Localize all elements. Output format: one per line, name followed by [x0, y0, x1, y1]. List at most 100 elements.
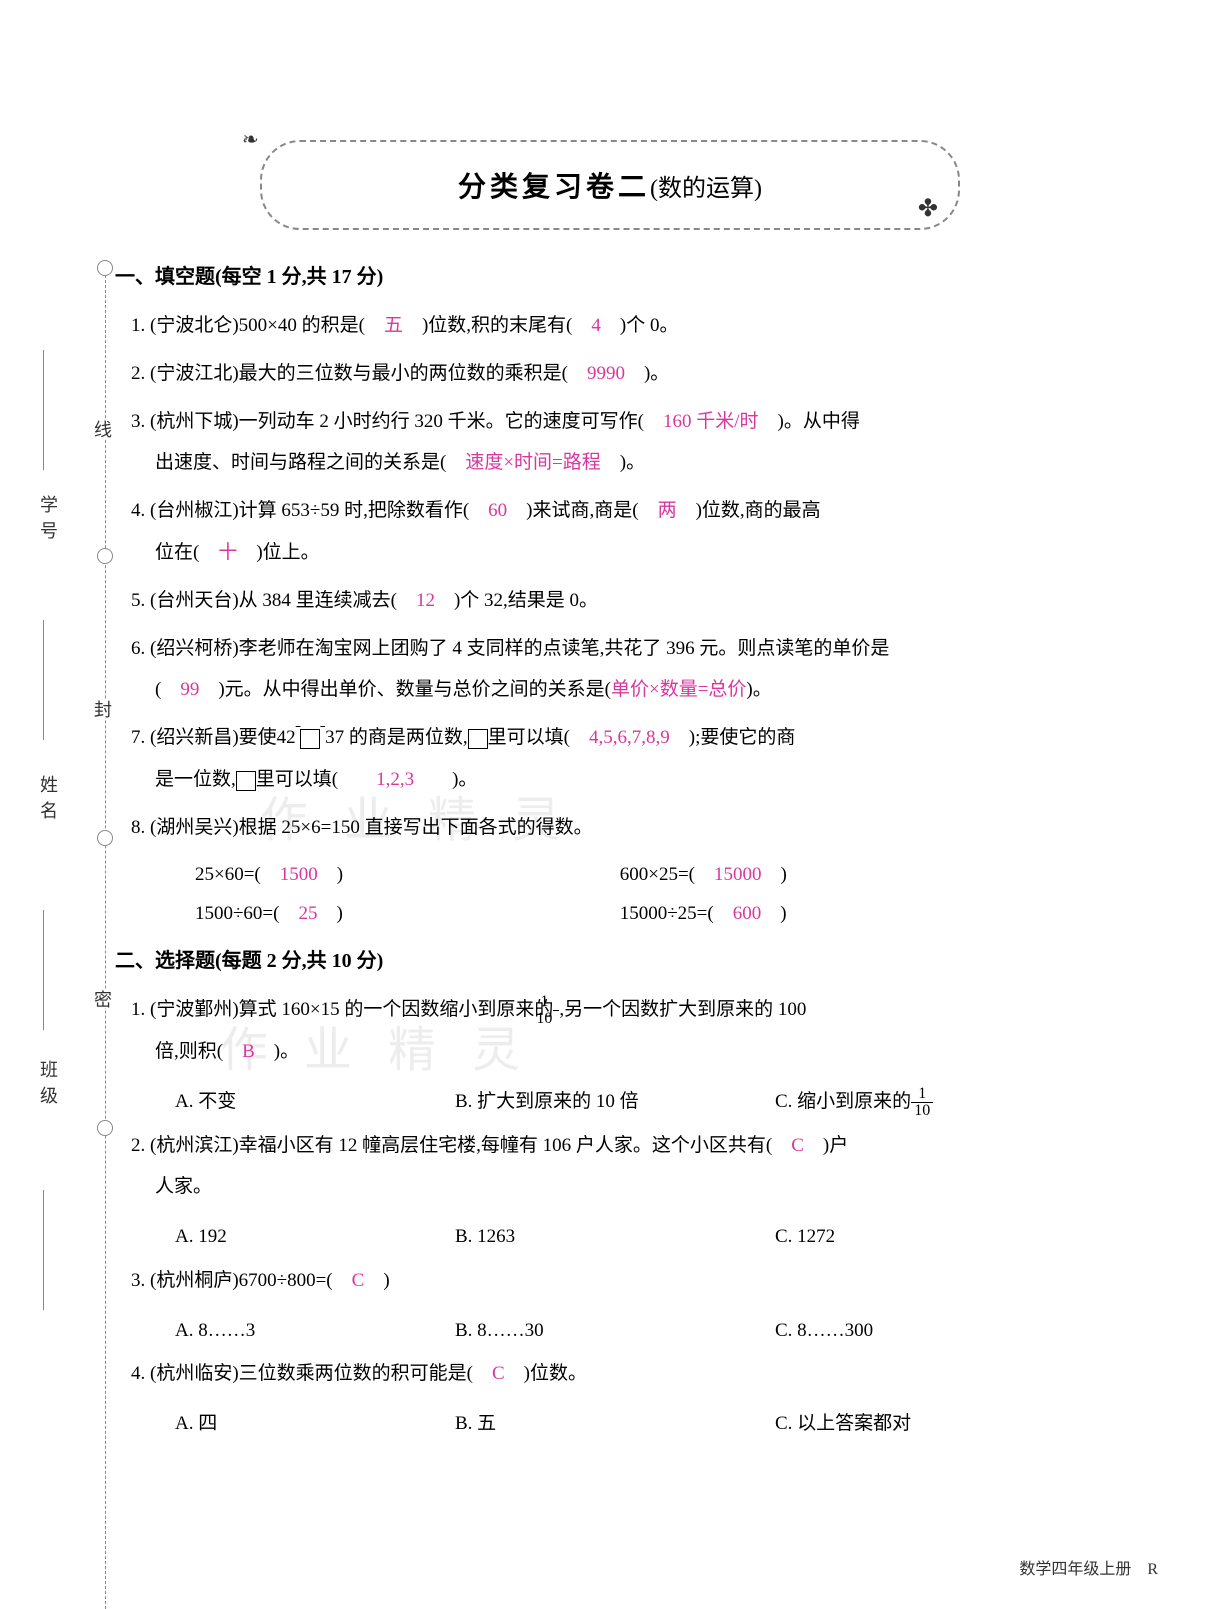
s1-q8-header: 8. (湖州吴兴)根据 25×6=150 直接写出下面各式的得数。 — [115, 807, 1158, 849]
box-icon — [236, 771, 256, 791]
q-text: 位在( — [155, 542, 218, 563]
content-area: 一、填空题(每空 1 分,共 17 分) 1. (宁波北仑)500×40 的积是… — [115, 260, 1158, 1447]
s2-q1-choices: A. 不变 B. 扩大到原来的 10 倍 C. 缩小到原来的110 — [115, 1079, 1158, 1125]
choice-b: B. 8……30 — [455, 1308, 775, 1354]
choice-b: B. 五 — [455, 1401, 775, 1447]
q-text: 2. (杭州滨江)幸福小区有 12 幢高层住宅楼,每幢有 106 户人家。这个小… — [131, 1135, 791, 1156]
answer: 12 — [416, 590, 435, 611]
answer: 600 — [733, 903, 762, 924]
q-text: )。从中得 — [759, 411, 860, 432]
answer: 单价×数量=总价 — [611, 679, 746, 700]
margin-label-banji: 班级 — [35, 1060, 61, 1112]
expr-end: ) — [761, 903, 786, 924]
expr: 1500÷60=( — [195, 903, 298, 924]
q-text: )。 — [255, 1041, 299, 1062]
expr: 600×25=( — [620, 864, 714, 885]
s2-q2-choices: A. 192 B. 1263 C. 1272 — [115, 1214, 1158, 1260]
choice-a: A. 8……3 — [175, 1308, 455, 1354]
binding-circle — [97, 830, 113, 846]
answer: 1,2,3 — [376, 769, 414, 790]
s1-q1: 1. (宁波北仑)500×40 的积是( 五 )位数,积的末尾有( 4 )个 0… — [115, 305, 1158, 347]
binding-circle — [97, 548, 113, 564]
q-text: 3. (杭州下城)一列动车 2 小时约行 320 千米。它的速度可写作( — [131, 411, 663, 432]
q-text: ,另一个因数扩大到原来的 100 — [559, 999, 806, 1020]
section1-header: 一、填空题(每空 1 分,共 17 分) — [115, 260, 1158, 289]
choice-a: A. 四 — [175, 1401, 455, 1447]
choice-b: B. 扩大到原来的 10 倍 — [455, 1079, 775, 1125]
margin-line — [43, 620, 44, 740]
s1-q7: 7. (绍兴新昌)要使42 37 的商是两位数,里可以填( 4,5,6,7,8,… — [115, 717, 1158, 801]
choice-c: C. 1272 — [775, 1214, 1075, 1260]
q-text: );要使它的商 — [670, 727, 796, 748]
q-text: 4. (台州椒江)计算 653÷59 时,把除数看作( — [131, 500, 488, 521]
fraction-icon: 110 — [911, 1086, 933, 1119]
answer: C — [791, 1135, 804, 1156]
s1-q6: 6. (绍兴柯桥)李老师在淘宝网上团购了 4 支同样的点读笔,共花了 396 元… — [115, 628, 1158, 712]
title-main: 分类复习卷二 — [458, 172, 650, 203]
choice-c: C. 8……300 — [775, 1308, 1075, 1354]
expr-end: ) — [762, 864, 787, 885]
q-text: )元。从中得出单价、数量与总价之间的关系是( — [199, 679, 611, 700]
box-icon — [468, 729, 488, 749]
q-text: )户 — [804, 1135, 848, 1156]
binding-line — [105, 260, 107, 1609]
answer: 4 — [591, 315, 601, 336]
answer: 160 千米/时 — [663, 411, 759, 432]
s2-q2: 2. (杭州滨江)幸福小区有 12 幢高层住宅楼,每幢有 106 户人家。这个小… — [115, 1125, 1158, 1209]
q-text: 4. (杭州临安)三位数乘两位数的积可能是( — [131, 1363, 492, 1384]
q-text: )个 0。 — [601, 315, 679, 336]
q-text: )来试商,商是( — [507, 500, 657, 521]
q-text: ) — [364, 1270, 389, 1291]
q-text: 37 的商是两位数, — [325, 727, 468, 748]
q-text: 里可以填( — [488, 727, 589, 748]
q-text: 是一位数, — [155, 769, 236, 790]
page-footer: 数学四年级上册 R — [1019, 1555, 1158, 1579]
choice-c: C. 缩小到原来的110 — [775, 1079, 1075, 1125]
box-icon — [300, 729, 320, 749]
binding-label-1: 线 — [95, 420, 115, 438]
margin-line — [43, 350, 44, 470]
binding-circle — [97, 1120, 113, 1136]
q-text: )。 — [414, 769, 477, 790]
q-text: )。 — [601, 452, 645, 473]
q-text: 倍,则积( — [155, 1041, 242, 1062]
margin-line — [43, 1190, 44, 1310]
answer: 五 — [384, 315, 403, 336]
q-text: 出速度、时间与路程之间的关系是( — [155, 452, 465, 473]
answer: 速度×时间=路程 — [465, 452, 600, 473]
answer: B — [242, 1041, 255, 1062]
expr: 25×60=( — [195, 864, 280, 885]
choice-c-text: C. 缩小到原来的 — [775, 1079, 911, 1125]
s1-q2: 2. (宁波江北)最大的三位数与最小的两位数的乘积是( 9990 )。 — [115, 353, 1158, 395]
q-text: )位数。 — [505, 1363, 587, 1384]
q-text: )。 — [746, 679, 771, 700]
answer: 9990 — [587, 363, 625, 384]
q-text: )位数,积的末尾有( — [403, 315, 591, 336]
q-text: 5. (台州天台)从 384 里连续减去( — [131, 590, 416, 611]
answer: 两 — [658, 500, 677, 521]
q-text: ( — [155, 679, 180, 700]
binding-label-3: 密 — [95, 990, 115, 1008]
section2-header: 二、选择题(每题 2 分,共 10 分) — [115, 944, 1158, 973]
q-text: )个 32,结果是 0。 — [435, 590, 598, 611]
s1-q3: 3. (杭州下城)一列动车 2 小时约行 320 千米。它的速度可写作( 160… — [115, 401, 1158, 485]
s2-q3-choices: A. 8……3 B. 8……30 C. 8……300 — [115, 1308, 1158, 1354]
expr-end: ) — [318, 864, 343, 885]
answer: C — [352, 1270, 365, 1291]
margin-label-xingming: 姓名 — [35, 775, 61, 827]
s1-q8-row1: 25×60=( 1500 ) 600×25=( 15000 ) — [115, 855, 1158, 895]
margin-line — [43, 910, 44, 1030]
q-text: 6. (绍兴柯桥)李老师在淘宝网上团购了 4 支同样的点读笔,共花了 396 元… — [131, 638, 889, 659]
choice-a: A. 192 — [175, 1214, 455, 1260]
q-text: )。 — [625, 363, 669, 384]
q-text: 2. (宁波江北)最大的三位数与最小的两位数的乘积是( — [131, 363, 587, 384]
title-banner: ❧ 分类复习卷二(数的运算) ✤ — [260, 140, 960, 230]
title-sub: (数的运算) — [650, 176, 762, 202]
answer: 4,5,6,7,8,9 — [589, 727, 670, 748]
margin-label-xuehao: 学号 — [35, 495, 61, 547]
expr: 15000÷25=( — [620, 903, 733, 924]
binding-label-2: 封 — [95, 700, 115, 718]
q-text: )位数,商的最高 — [677, 500, 821, 521]
binding-circle — [97, 260, 113, 276]
s1-q4: 4. (台州椒江)计算 653÷59 时,把除数看作( 60 )来试商,商是( … — [115, 490, 1158, 574]
